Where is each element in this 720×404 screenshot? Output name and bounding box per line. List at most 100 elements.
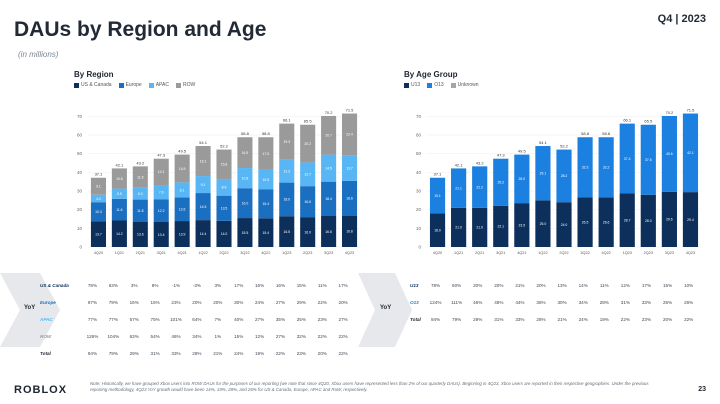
bar-value-label: 14.0 bbox=[221, 232, 228, 236]
bar-segment-europe bbox=[174, 197, 190, 222]
legend-swatch-apac bbox=[148, 82, 154, 88]
bar-value-label: 5.5 bbox=[117, 192, 122, 196]
bar-total-label: 54.1 bbox=[539, 140, 548, 145]
bar-segment-apac bbox=[258, 169, 274, 190]
bar-total-label: 42.1 bbox=[455, 162, 464, 167]
bar-segment-us_canada bbox=[90, 221, 106, 247]
bar-value-label: 14.2 bbox=[116, 232, 123, 236]
yoy-row-europe: Europe 97% 79% 16% 15% 23% 20% 20% 30% 24% 27% 29% 2… bbox=[40, 297, 354, 307]
yoy-cell: 124% bbox=[429, 299, 442, 305]
bar-segment-u13 bbox=[661, 191, 677, 247]
age-yoy-table: U13 78% 60% 20% 20% 21% 20% 13% 14% 11% 12% 17% 15% 1… bbox=[410, 280, 710, 340]
x-tick-label: 4Q22 bbox=[602, 251, 611, 255]
yoy-cell: -3% bbox=[192, 282, 201, 288]
bar-value-label: 26.5 bbox=[582, 221, 589, 225]
bar-value-label: 13.7 bbox=[95, 233, 102, 237]
legend-item-o13: O13 bbox=[427, 82, 444, 88]
bar-total-label: 70.2 bbox=[325, 110, 334, 115]
age-chart-title: By Age Group bbox=[404, 70, 458, 79]
bar-total-label: 37.1 bbox=[434, 172, 443, 177]
bar-segment-row bbox=[258, 137, 274, 170]
bar-segment-apac bbox=[216, 179, 232, 196]
x-tick-label: 3Q22 bbox=[580, 251, 589, 255]
yoy-cell: 32% bbox=[296, 333, 306, 339]
bar-total-label: 52.2 bbox=[560, 144, 569, 149]
yoy-cell: 46% bbox=[473, 299, 483, 305]
bar-segment-o13 bbox=[556, 149, 572, 203]
bar-segment-europe bbox=[279, 182, 295, 217]
bar-value-label: 13.5 bbox=[221, 207, 228, 211]
yoy-cell: 23% bbox=[296, 350, 306, 356]
yoy-row-label: O13 bbox=[410, 299, 419, 305]
bar-value-label: 19.3 bbox=[283, 140, 290, 144]
yoy-cell: 15% bbox=[234, 333, 244, 339]
bar-segment-row bbox=[111, 168, 127, 189]
bar-segment-row bbox=[300, 124, 316, 163]
yoy-cell: 25% bbox=[662, 299, 673, 305]
bar-segment-us_canada bbox=[279, 216, 295, 247]
bar-segment-apac bbox=[153, 185, 169, 200]
yoy-cell: 31% bbox=[150, 350, 160, 356]
bar-value-label: 26.6 bbox=[603, 220, 610, 224]
bar-value-label: 14.1 bbox=[158, 170, 165, 174]
yoy-cell: 94% bbox=[430, 316, 441, 322]
x-tick-label: 4Q23 bbox=[686, 251, 695, 255]
region-chart: 0 10 20 30 40 50 60 70 13.7 10.3 4.0 9.1 37.1 4Q20 14.… bbox=[77, 108, 360, 255]
yoy-cell: 20% bbox=[536, 282, 546, 288]
bar-value-label: 16.8 bbox=[346, 230, 353, 234]
bar-segment-o13 bbox=[429, 177, 446, 214]
yoy-cell: 25% bbox=[296, 316, 306, 322]
yoy-cell: 104% bbox=[107, 333, 120, 339]
legend-swatch-unknown bbox=[450, 82, 456, 88]
bar-segment-apac bbox=[111, 188, 127, 199]
age-legend: U13 O13 Unknown bbox=[404, 82, 479, 88]
bar-segment-us_canada bbox=[258, 218, 274, 247]
bar-segment-u13 bbox=[493, 205, 509, 247]
yoy-cell: 78% bbox=[430, 282, 441, 288]
yoy-row-row: ROW 126% 104% 63% 54% 46% 34% 1% 15% 12% 27% 32% 22%… bbox=[40, 331, 354, 341]
quarter-label: Q4 | 2023 bbox=[657, 13, 706, 25]
bar-value-label: 18.6 bbox=[346, 197, 353, 201]
bar-value-label: 12.3 bbox=[283, 169, 290, 173]
bar-value-label: 21.1 bbox=[455, 186, 462, 190]
yoy-cell: 23% bbox=[641, 316, 652, 322]
x-tick-label: 1Q23 bbox=[623, 251, 632, 255]
region-yoy-label: YoY bbox=[24, 305, 36, 311]
y-tick-label: 70 bbox=[77, 114, 83, 119]
x-tick-label: 1Q23 bbox=[282, 251, 291, 255]
y-tick-label: 60 bbox=[77, 133, 83, 138]
bar-total-label: 49.5 bbox=[518, 149, 527, 154]
yoy-cell: 31% bbox=[620, 299, 630, 305]
bar-segment-u13 bbox=[619, 193, 635, 247]
yoy-cell: 19% bbox=[254, 350, 265, 356]
yoy-cell: 22% bbox=[338, 350, 348, 356]
bar-segment-apac bbox=[321, 154, 337, 182]
y-tick-label: 50 bbox=[416, 151, 422, 156]
y-tick-label: 30 bbox=[77, 189, 83, 194]
bar-segment-europe bbox=[111, 198, 127, 221]
yoy-cell: 23% bbox=[317, 316, 327, 322]
yoy-row-us_canada: US & Canada 78% 63% 3% 8% -1% -3% 3% 17% 16% 16% 15… bbox=[40, 280, 354, 290]
bar-segment-o13 bbox=[493, 158, 509, 206]
yoy-cell: 34% bbox=[192, 333, 202, 339]
yoy-cell: 77% bbox=[108, 316, 118, 322]
yoy-cell: 64% bbox=[192, 316, 202, 322]
x-tick-label: 4Q23 bbox=[345, 251, 354, 255]
yoy-cell: 78% bbox=[87, 282, 98, 288]
yoy-cell: 15% bbox=[296, 282, 306, 288]
bar-total-label: 52.2 bbox=[220, 144, 229, 149]
footnote: Note: Historically, we have grouped Xbox… bbox=[90, 381, 649, 392]
bar-value-label: 22.2 bbox=[476, 185, 483, 189]
x-tick-label: 3Q21 bbox=[157, 251, 166, 255]
yoy-cell: 11% bbox=[317, 282, 327, 288]
yoy-cell: 24% bbox=[254, 299, 265, 305]
bar-segment-apac bbox=[195, 176, 211, 194]
yoy-cell: 3% bbox=[130, 282, 138, 288]
legend-label-row: ROW bbox=[182, 82, 196, 88]
yoy-cell: 40% bbox=[234, 316, 244, 322]
bar-total-label: 58.8 bbox=[262, 131, 271, 136]
yoy-cell: 22% bbox=[317, 299, 327, 305]
bar-value-label: 21.0 bbox=[455, 226, 462, 230]
x-tick-label: 2Q23 bbox=[303, 251, 312, 255]
yoy-cell: 24% bbox=[578, 316, 588, 322]
